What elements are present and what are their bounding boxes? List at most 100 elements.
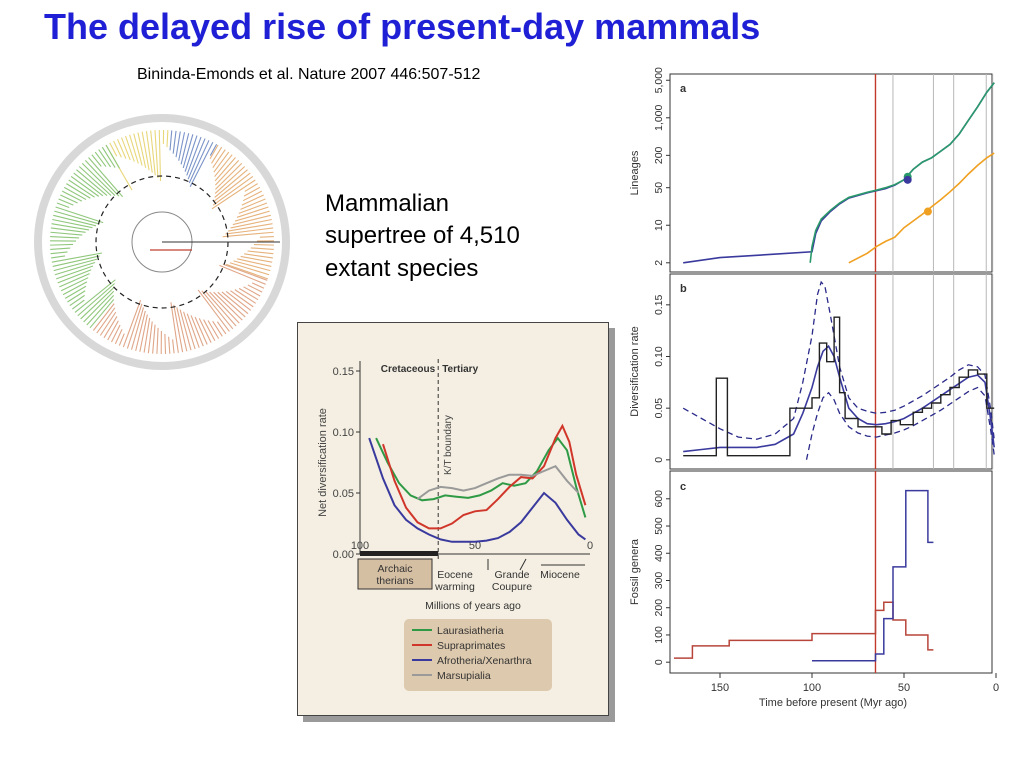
tree-branch (113, 140, 122, 158)
tree-branch (253, 244, 274, 246)
tree-branch (173, 304, 184, 353)
tree-branch (175, 131, 181, 158)
tree-branch (211, 179, 256, 210)
inset-x-label: Millions of years ago (425, 600, 521, 612)
tree-branch (169, 130, 173, 151)
annotation-eocene: Eocene (437, 569, 473, 581)
inset-series-laurasiatheria (375, 436, 587, 518)
tree-branch (225, 227, 274, 235)
inset-legend (404, 619, 552, 691)
tree-branch (168, 336, 171, 354)
archaic-therians-label: Archaic (377, 563, 412, 575)
tree-branch (55, 206, 104, 224)
tree-branch (259, 235, 274, 238)
tree-outer-ring (34, 114, 290, 370)
tree-branch (84, 159, 120, 197)
tree-branch (118, 333, 125, 346)
tree-branch (164, 333, 167, 354)
tree-branch (205, 291, 237, 327)
tree-branch (51, 255, 66, 259)
inset-x-tick-label: 100 (351, 540, 369, 552)
inset-series-afrotheria-xenarthra (368, 437, 586, 543)
panel-c-x-tick-label: 50 (898, 682, 910, 694)
panel-b-y-label: Diversification rate (629, 326, 641, 416)
legend-label: Afrotheria/Xenarthra (437, 655, 532, 667)
tree-branch (226, 263, 268, 280)
tree-branch (92, 303, 115, 331)
tree-branch (77, 283, 115, 317)
tree-branch (133, 133, 143, 166)
tree-branch (114, 329, 123, 345)
inset-y-tick-label: 0.15 (333, 366, 354, 378)
tree-branch (178, 132, 186, 161)
tree-branch (50, 243, 74, 246)
tree-branch (88, 157, 124, 198)
tree-branch (60, 194, 78, 204)
diversification-inset: 0.00 0.05 0.10 0.15 100 50 0 Net diversificatio… (297, 322, 609, 716)
tree-branch (129, 134, 139, 164)
tree-branch (154, 130, 159, 179)
slide-title: The delayed rise of present-day mammals (44, 6, 761, 47)
annotation-arrow (519, 558, 527, 571)
inset-series-marsupialia (416, 464, 580, 500)
tertiary-label: Tertiary (442, 364, 478, 375)
tree-branch (74, 279, 116, 313)
tree-branch (212, 149, 226, 169)
panel-b-mean (683, 344, 995, 453)
caption-line: extant species (325, 254, 479, 282)
tree-branch (230, 290, 254, 308)
tree-branch (111, 324, 121, 343)
tree-branch (190, 315, 204, 347)
panel-b-y-tick-label: 0.05 (653, 398, 665, 419)
inset-x-tick-label: 50 (469, 540, 481, 552)
cretaceous-label: Cretaceous (381, 364, 436, 375)
tree-branch (94, 151, 107, 167)
tree-branch (232, 214, 271, 226)
tree-branch (50, 235, 80, 239)
tree-branch (76, 169, 108, 196)
tree-branch (91, 154, 102, 167)
tree-branch (241, 194, 264, 206)
panel-c-y-tick-label: 200 (653, 599, 665, 617)
tree-branch (101, 146, 116, 168)
tree-branch (50, 231, 83, 236)
tree-branch (70, 176, 100, 197)
panel-a-series-blue (683, 82, 995, 264)
tree-branch (212, 320, 223, 337)
tree-branch (237, 258, 272, 267)
tree-branch (58, 198, 74, 206)
tree-branch (228, 223, 273, 232)
tree-branch (64, 285, 87, 299)
panel-a-y-tick-label: 2 (653, 260, 665, 266)
panel-a-y-tick-label: 1,000 (653, 105, 665, 131)
tree-branch (197, 289, 230, 332)
supertree-figure (34, 114, 290, 370)
archaic-therians-bar (360, 551, 439, 556)
tree-branch (203, 319, 216, 341)
panel-a-series-green (809, 82, 995, 263)
tree-branch (214, 154, 233, 177)
tree-branch (211, 146, 223, 164)
panel-b-label: b (680, 283, 687, 295)
tree-branch (230, 218, 272, 229)
tree-branch (244, 253, 273, 259)
tree-branch (63, 186, 87, 201)
panel-b-y-tick-label: 0.15 (653, 294, 665, 315)
tree-branch (214, 166, 246, 194)
panel-b-upper-ci (682, 280, 995, 440)
panel-c-y-tick-label: 600 (653, 490, 665, 508)
archaic-therians-box (357, 558, 433, 590)
tree-branch (180, 133, 190, 165)
tree-branch (225, 290, 252, 311)
tree-branch (103, 316, 118, 339)
panel-c-series-red (674, 601, 934, 659)
tree-branch (243, 186, 261, 197)
tree-branch (188, 140, 210, 184)
panel-b-y-tick-label: 0 (653, 457, 665, 463)
tree-branch (86, 294, 115, 326)
inset-series-supraprimates (382, 423, 587, 530)
tree-branch (219, 264, 266, 285)
panel-c-y-tick-label: 300 (653, 572, 665, 590)
tree-branch (189, 141, 214, 188)
tree-branch (222, 263, 268, 281)
